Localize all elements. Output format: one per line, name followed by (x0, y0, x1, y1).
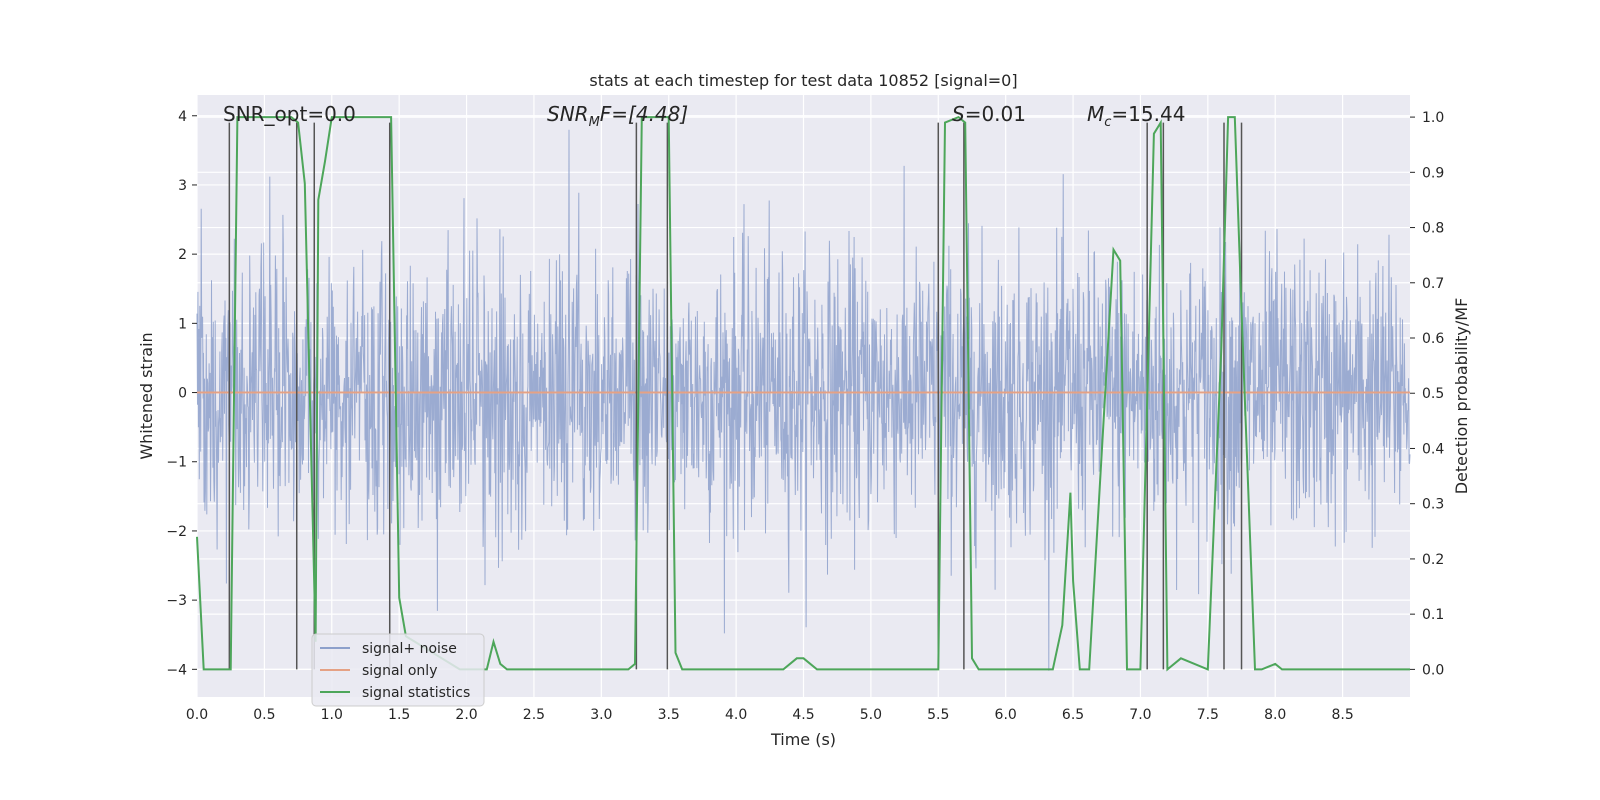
x-tick-label: 5.5 (927, 707, 949, 723)
x-tick-label: 3.0 (590, 707, 612, 723)
x-tick-label: 4.0 (725, 707, 747, 723)
noise-line (196, 129, 1411, 671)
annotation-snr-opt: SNR_opt=0.0 (223, 102, 356, 126)
annotation-s-base: S (952, 102, 965, 126)
y-right-tick-label: 0.0 (1422, 662, 1444, 678)
y-right-tick-label: 0.7 (1422, 276, 1444, 292)
y-right-tick-label: 0.5 (1422, 386, 1444, 402)
x-axis-ticks: 0.0 0.5 1.0 1.5 2.0 2.5 3.0 3.5 4.0 4.5 5.0 5.5 6.0 6… (186, 707, 1354, 723)
x-tick-label: 8.0 (1264, 707, 1286, 723)
x-tick-label: 2.5 (523, 707, 545, 723)
x-tick-label: 5.0 (860, 707, 882, 723)
signal-statistics-line (196, 115, 1410, 672)
y-axis-right-label: Detection probability/MF (1452, 298, 1471, 495)
y-tick-label: 3 (178, 178, 187, 194)
y-axis-right-ticks: 1.0 0.9 0.8 0.7 0.6 0.5 0.4 0.3 0.2 0.1 0.0 (1410, 110, 1444, 678)
x-tick-label: 7.0 (1129, 707, 1151, 723)
x-tick-label: 8.5 (1331, 707, 1353, 723)
annotation-s: S=0.01 (952, 102, 1026, 126)
y-right-tick-label: 0.8 (1422, 221, 1444, 237)
y-right-tick-label: 0.6 (1422, 331, 1444, 347)
y-tick-label: 1 (178, 316, 187, 332)
x-tick-label: 6.0 (995, 707, 1017, 723)
annotation-snr-mf: SNRMF=[4.48] (547, 102, 688, 130)
annotation-snr-mf-sub: M (589, 115, 600, 130)
x-tick-label: 6.5 (1062, 707, 1084, 723)
y-tick-label: −1 (166, 455, 187, 471)
y-tick-label: −2 (166, 524, 187, 540)
x-tick-label: 7.5 (1197, 707, 1219, 723)
y-axis-left-ticks: 4 3 2 1 0 −1 −2 −3 −4 (166, 109, 197, 678)
annotation-mc-rest: =15.44 (1111, 102, 1185, 126)
chart-title: stats at each timestep for test data 108… (589, 71, 1017, 90)
annotation-mc-base: M (1087, 102, 1104, 126)
annotation-s-rest: =0.01 (965, 102, 1026, 126)
y-tick-label: 4 (178, 109, 187, 125)
x-tick-label: 1.5 (388, 707, 410, 723)
y-right-tick-label: 0.1 (1422, 607, 1444, 623)
y-right-tick-label: 0.2 (1422, 552, 1444, 568)
annotation-snr-mf-base: SNR (547, 102, 589, 126)
noise-series (196, 129, 1411, 671)
x-tick-label: 0.5 (253, 707, 275, 723)
y-right-tick-label: 0.9 (1422, 165, 1444, 181)
y-axis-label: Whitened strain (137, 332, 156, 459)
annotation-snr-mf-rest: F=[4.48] (600, 102, 688, 126)
y-right-tick-label: 0.4 (1422, 441, 1444, 457)
annotation-mc-sub: c (1104, 115, 1111, 130)
y-right-tick-label: 0.3 (1422, 497, 1444, 513)
x-tick-label: 2.0 (455, 707, 477, 723)
x-tick-label: 3.5 (658, 707, 680, 723)
annotation-mc: Mc=15.44 (1087, 102, 1185, 130)
x-tick-label: 4.5 (792, 707, 814, 723)
x-axis-label: Time (s) (770, 730, 836, 749)
legend-label-signal-statistics: signal statistics (362, 685, 470, 701)
legend-label-signal-noise: signal+ noise (362, 641, 457, 657)
legend-label-signal-only: signal only (362, 663, 437, 679)
y-tick-label: 2 (178, 247, 187, 263)
y-right-tick-label: 1.0 (1422, 110, 1444, 126)
x-tick-label: 0.0 (186, 707, 208, 723)
legend: signal+ noise signal only signal statist… (311, 633, 485, 707)
legend-box (311, 633, 485, 707)
plot-area (196, 95, 1411, 697)
y-tick-label: 0 (178, 386, 187, 402)
y-tick-label: −4 (166, 662, 187, 678)
y-tick-label: −3 (166, 593, 187, 609)
x-tick-label: 1.0 (321, 707, 343, 723)
